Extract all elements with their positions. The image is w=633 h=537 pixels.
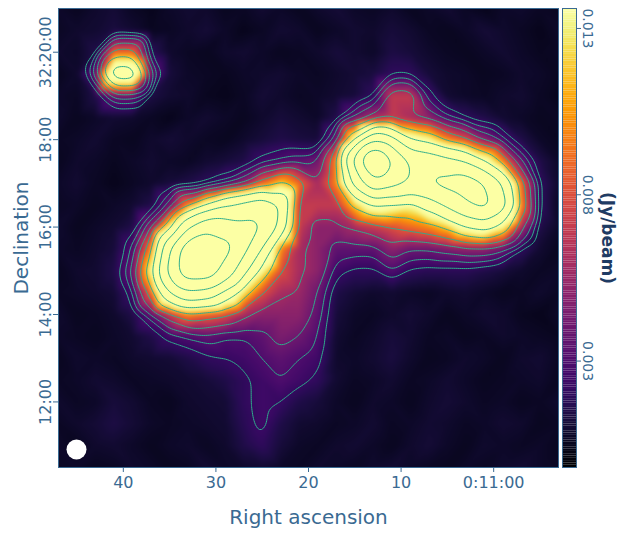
svg-text:20: 20 bbox=[298, 473, 318, 492]
svg-text:Declination: Declination bbox=[9, 181, 33, 294]
svg-text:0.008: 0.008 bbox=[580, 175, 596, 215]
svg-text:0.013: 0.013 bbox=[580, 8, 596, 48]
svg-text:40: 40 bbox=[113, 473, 133, 492]
svg-text:30: 30 bbox=[206, 473, 226, 492]
svg-text:0:11:00: 0:11:00 bbox=[463, 473, 525, 492]
svg-text:(Jy/beam): (Jy/beam) bbox=[598, 192, 618, 284]
svg-text:18:00: 18:00 bbox=[36, 117, 55, 163]
svg-text:14:00: 14:00 bbox=[36, 291, 55, 337]
svg-text:16:00: 16:00 bbox=[36, 204, 55, 250]
svg-text:0.003: 0.003 bbox=[580, 341, 596, 381]
svg-text:12:00: 12:00 bbox=[36, 379, 55, 425]
svg-text:32:20:00: 32:20:00 bbox=[36, 16, 55, 88]
svg-text:10: 10 bbox=[391, 473, 411, 492]
svg-text:Right ascension: Right ascension bbox=[229, 505, 388, 529]
